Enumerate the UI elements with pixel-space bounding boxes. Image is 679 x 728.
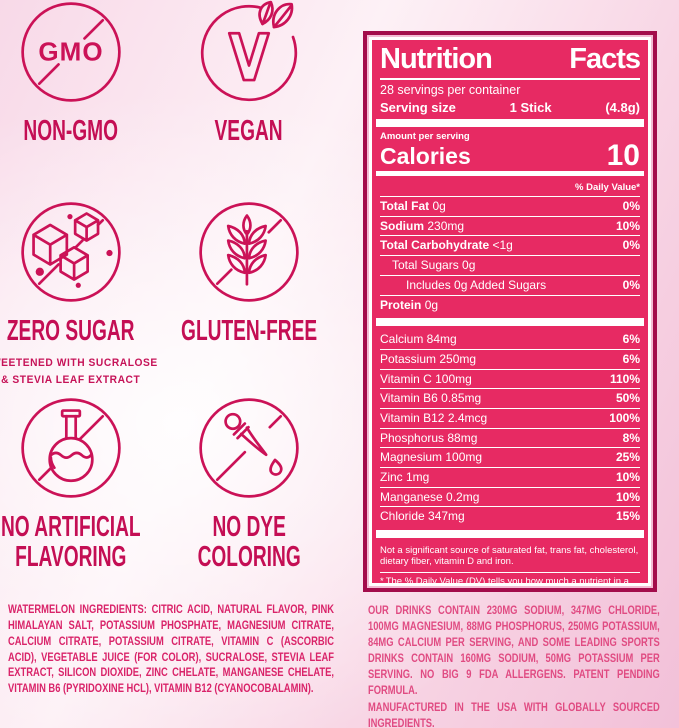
divider-medium	[376, 171, 644, 177]
product-claims-text: OUR DRINKS CONTAIN 230MG SODIUM, 347MG C…	[368, 605, 660, 728]
gmo-crossed-circle-icon: GMO	[21, 2, 121, 102]
gmo-icon-text: GMO	[38, 36, 103, 66]
badge-label: NO ARTIFICIAL FLAVORING	[1, 511, 141, 573]
nutrient-row-potassium: Potassium 250mg 6%	[380, 350, 640, 370]
divider-thick	[376, 318, 644, 327]
badge-zero-sugar: ZERO SUGAR SWEETENED WITH SUCRALOSE & ST…	[0, 200, 158, 390]
divider-thick	[376, 118, 644, 127]
nutrient-row-chloride: Chloride 347mg 15%	[380, 509, 640, 524]
badge-sublabel: SWEETENED WITH SUCRALOSE & STEVIA LEAF E…	[0, 356, 159, 387]
dropper-crossed-icon	[199, 398, 299, 498]
nutrition-facts-title: Nutrition Facts	[380, 44, 641, 80]
daily-value-header: % Daily Value*	[380, 179, 640, 198]
nutrient-row-magnesium: Magnesium 100mg 25%	[380, 448, 640, 469]
flask-crossed-icon	[21, 398, 121, 498]
nutrient-row-added-sugars: Includes 0g Added Sugars 0%	[380, 276, 640, 296]
calories-value: 10	[606, 138, 640, 172]
nutrient-row-zinc: Zinc 1mg 10%	[380, 468, 640, 488]
nutrition-facts-panel: Nutrition Facts 28 servings per containe…	[363, 31, 657, 592]
serving-size-row: Serving size 1 Stick (4.8g)	[380, 99, 640, 115]
nutrient-row-phosphorus: Phosphorus 88mg 8%	[380, 429, 640, 449]
footnote-daily-value: * The % Daily Value (DV) tells you how m…	[380, 575, 629, 586]
nutrient-row-vitamin-b6: Vitamin B6 0.85mg 50%	[380, 389, 640, 409]
badge-label: NON-GMO	[23, 115, 119, 147]
badge-no-dye-coloring: NO DYE COLORING	[142, 396, 356, 572]
badge-label: NO DYE COLORING	[197, 511, 301, 573]
nutrient-row-manganese: Manganese 0.2mg 10%	[380, 488, 640, 508]
sugar-cubes-crossed-icon	[21, 202, 121, 302]
nutrient-row-total-sugars: Total Sugars 0g	[380, 256, 640, 276]
badge-vegan: VEGAN	[142, 0, 356, 147]
badge-label: ZERO SUGAR	[7, 315, 135, 347]
badge-label: VEGAN	[214, 115, 284, 147]
nutrient-row-protein: Protein 0g	[380, 297, 439, 312]
amount-per-serving-label: Amount per serving	[380, 130, 470, 142]
badge-no-artificial-flavoring: NO ARTIFICIAL FLAVORING	[0, 396, 142, 572]
vegan-v-leaves-icon	[200, 0, 298, 102]
nutrient-row-total-fat: Total Fat 0g 0%	[380, 197, 640, 217]
badge-gluten-free: GLUTEN-FREE	[142, 200, 356, 347]
ingredients-lead: WATERMELON INGREDIENTS:	[8, 604, 147, 616]
ingredients-list: WATERMELON INGREDIENTS: CITRIC ACID, NAT…	[8, 604, 335, 696]
nutrient-row-vitamin-c: Vitamin C 100mg 110%	[380, 370, 640, 390]
badge-non-gmo: GMO NON-GMO	[0, 0, 142, 147]
nutrient-row-total-carbohydrate: Total Carbohydrate <1g 0%	[380, 236, 640, 257]
badge-label: GLUTEN-FREE	[180, 315, 318, 347]
servings-per-container: 28 servings per container	[380, 82, 521, 97]
wheat-crossed-icon	[199, 202, 299, 302]
divider-thick	[376, 530, 644, 539]
nutrient-row-vitamin-b12: Vitamin B12 2.4mcg 100%	[380, 409, 640, 429]
calories-row: Calories 10	[380, 138, 640, 172]
nutrient-row-sodium: Sodium 230mg 10%	[380, 217, 640, 237]
nutrient-row-calcium: Calcium 84mg 6%	[380, 330, 640, 350]
footnote-not-significant: Not a significant source of saturated fa…	[380, 542, 640, 573]
